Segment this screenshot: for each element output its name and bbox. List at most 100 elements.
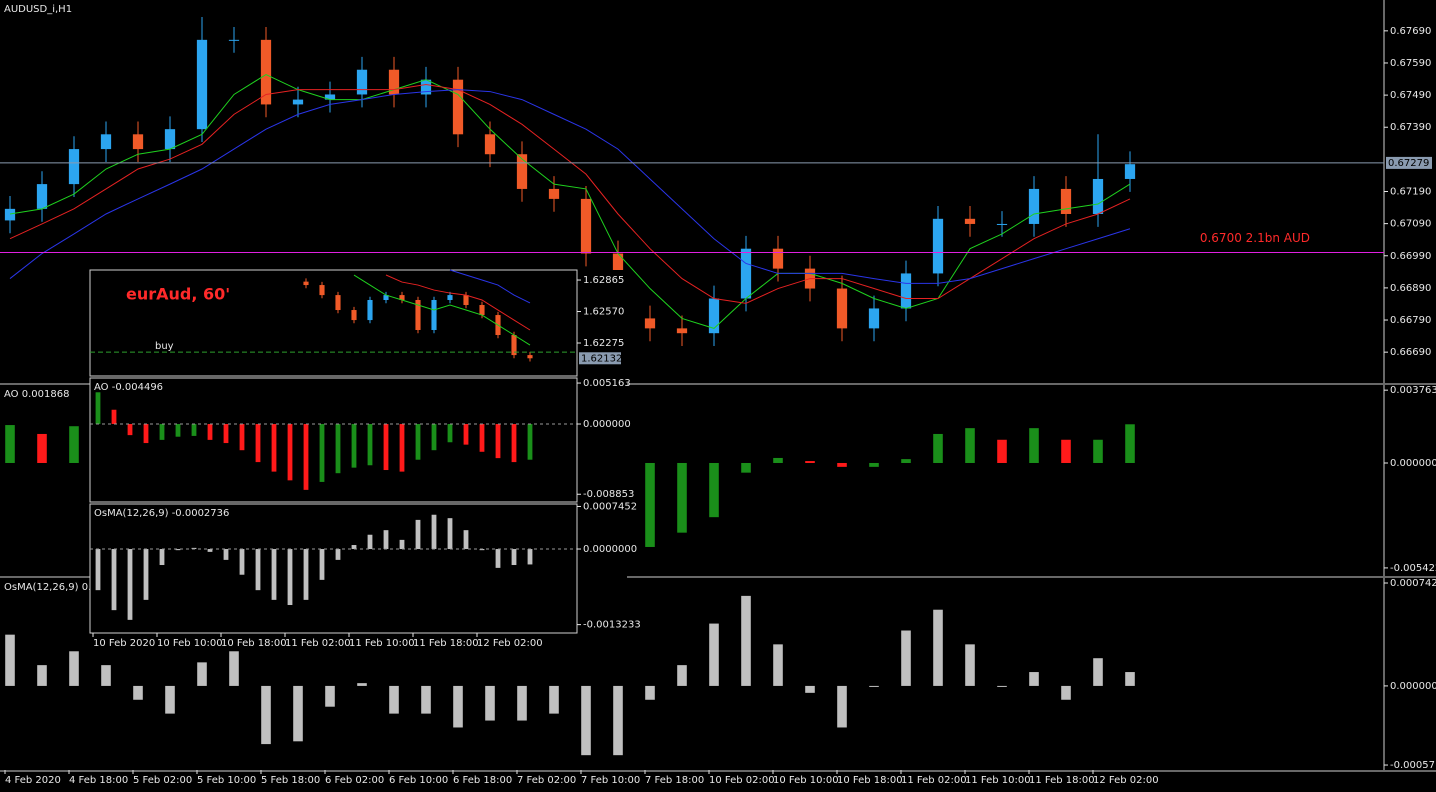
moving-average — [449, 269, 531, 304]
histogram-bar — [159, 424, 165, 440]
histogram-bar — [463, 424, 469, 445]
candle-body — [527, 355, 533, 359]
candle-body — [447, 295, 453, 300]
histogram-bar — [1029, 428, 1039, 463]
y-tick-label: -0.0005711 — [1390, 760, 1436, 771]
candle-body — [900, 273, 912, 309]
candle-body — [383, 295, 389, 300]
x-tick-label: 10 Feb 18:00 — [837, 775, 903, 786]
histogram-bar — [95, 392, 101, 425]
histogram-bar — [773, 457, 783, 463]
candle-body — [996, 223, 1008, 225]
y-tick-label: 0.0000000 — [583, 544, 637, 555]
histogram-bar — [415, 424, 421, 460]
histogram-bar — [207, 549, 213, 552]
y-tick-label: 0.0007452 — [583, 501, 637, 512]
panel-title: AUDUSD_i,H1 — [4, 4, 72, 15]
histogram-bar — [415, 519, 421, 550]
candle-body — [1028, 188, 1040, 224]
x-tick-label: 10 Feb 10:00 — [773, 775, 839, 786]
candle-body — [351, 310, 357, 321]
histogram-bar — [303, 549, 309, 600]
candle-body — [644, 318, 656, 329]
histogram-bar — [191, 424, 197, 436]
x-tick-label: 5 Feb 18:00 — [261, 775, 320, 786]
y-tick-label: -0.0013233 — [583, 620, 641, 631]
histogram-bar — [431, 424, 437, 451]
histogram-bar — [997, 439, 1007, 463]
histogram-bar — [1061, 439, 1071, 463]
price-tag-label: 1.62132 — [581, 353, 622, 364]
histogram-bar — [527, 424, 533, 460]
histogram-bar — [255, 549, 261, 591]
candle-body — [548, 188, 560, 199]
histogram-bar — [383, 424, 389, 471]
candle-body — [868, 308, 880, 329]
histogram-bar — [143, 549, 149, 600]
histogram-bar — [399, 539, 405, 550]
y-tick-label: 1.62570 — [583, 307, 624, 318]
histogram-bar — [901, 630, 911, 686]
y-tick-label: 0.005163 — [583, 378, 631, 389]
histogram-bar — [1125, 672, 1135, 686]
histogram-bar — [133, 685, 143, 700]
histogram-bar — [805, 461, 815, 463]
x-tick-label: 11 Feb 18:00 — [413, 638, 479, 649]
candle-body — [324, 94, 336, 100]
histogram-bar — [837, 462, 847, 467]
histogram-bar — [869, 462, 879, 467]
histogram-bar — [207, 424, 213, 440]
moving-average — [385, 274, 531, 331]
histogram-bar — [613, 685, 623, 756]
y-tick-label: 0.000000 — [1390, 458, 1436, 469]
histogram-bar — [197, 662, 207, 686]
candle-body — [367, 299, 373, 321]
histogram-bar — [351, 424, 357, 468]
histogram-bar — [175, 549, 181, 551]
candle-body — [36, 184, 48, 209]
histogram-bar — [111, 549, 117, 611]
histogram-bar — [837, 685, 847, 728]
histogram-bar — [1093, 658, 1103, 686]
histogram-bar — [367, 424, 373, 466]
histogram-bar — [287, 549, 293, 606]
histogram-bar — [645, 462, 655, 547]
x-tick-label: 5 Feb 10:00 — [197, 775, 256, 786]
histogram-bar — [319, 424, 325, 482]
candle-body — [479, 305, 485, 316]
histogram-bar — [111, 409, 117, 425]
panel-title: OsMA(12,26,9) -0.0002736 — [94, 508, 229, 519]
histogram-bar — [389, 685, 399, 714]
x-tick-label: 12 Feb 02:00 — [1093, 775, 1159, 786]
x-tick-label: 10 Feb 18:00 — [221, 638, 287, 649]
histogram-bar — [95, 549, 101, 591]
candle-body — [196, 39, 208, 130]
candle-body — [292, 99, 304, 105]
x-tick-label: 6 Feb 02:00 — [325, 775, 384, 786]
candle-body — [260, 39, 272, 105]
inset-panel-border — [89, 269, 578, 377]
candle-body — [740, 248, 752, 299]
histogram-bar — [239, 549, 245, 575]
histogram-bar — [997, 685, 1007, 687]
histogram-bar — [453, 685, 463, 728]
histogram-bar — [741, 462, 751, 473]
candle-body — [708, 298, 720, 334]
histogram-bar — [271, 424, 277, 472]
y-tick-label: 0.67390 — [1390, 122, 1431, 133]
y-tick-label: 0.67090 — [1390, 219, 1431, 230]
y-tick-label: 0.66990 — [1390, 251, 1431, 262]
y-tick-label: -0.005422 — [1390, 563, 1436, 574]
inset-panel-border — [89, 377, 578, 503]
x-tick-label: 5 Feb 02:00 — [133, 775, 192, 786]
histogram-bar — [421, 685, 431, 714]
y-tick-label: 0.000000 — [583, 419, 631, 430]
price-tag — [579, 352, 621, 365]
histogram-bar — [773, 644, 783, 686]
y-tick-label: 0.66690 — [1390, 347, 1431, 358]
price-tag — [1386, 156, 1432, 169]
x-tick-label: 11 Feb 02:00 — [901, 775, 967, 786]
panel-title: OsMA(12,26,9) 0.00 — [4, 582, 104, 593]
